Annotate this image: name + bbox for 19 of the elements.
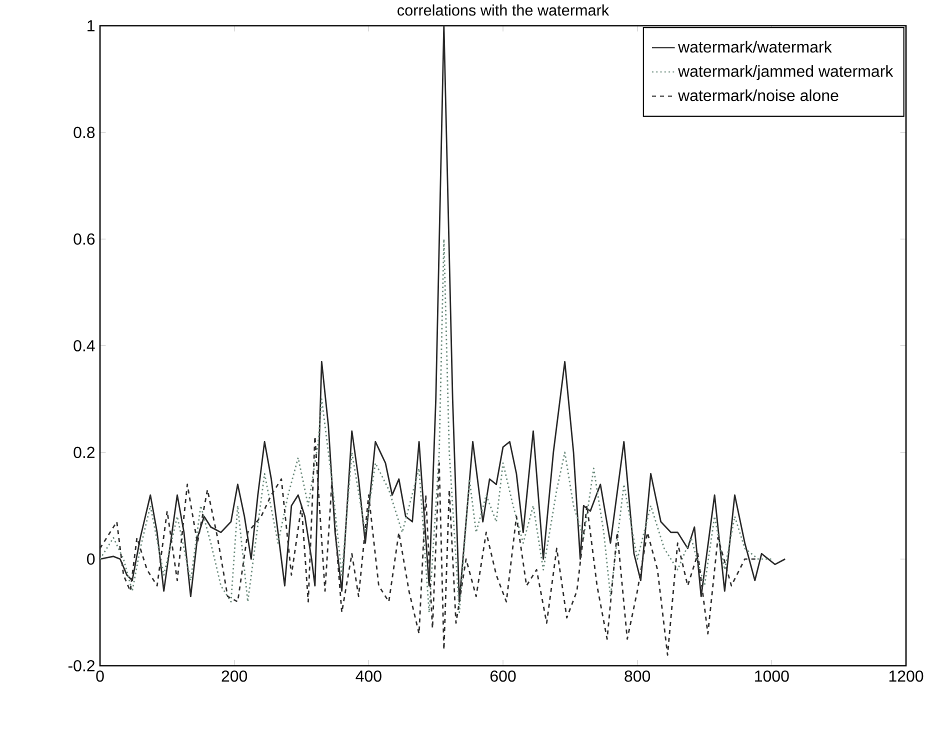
x-tick-label: 1000: [755, 670, 789, 682]
x-tick-label: 800: [624, 670, 650, 682]
legend-label: watermark/noise alone: [678, 90, 838, 102]
line-series: [100, 238, 772, 614]
x-tick-label: 200: [222, 670, 248, 682]
legend-label: watermark/jammed watermark: [678, 65, 894, 80]
y-tick-label: 0.2: [74, 446, 94, 458]
x-tick-label: 600: [490, 670, 516, 682]
x-tick-label: 0: [96, 670, 104, 682]
y-tick-label: 0.8: [74, 126, 95, 138]
y-tick-label: 0.6: [74, 234, 95, 245]
y-tick-label: 1: [88, 20, 95, 32]
y-tick-label: 0.4: [74, 340, 95, 352]
legend-label: watermark/watermark: [678, 41, 832, 53]
y-tick-label: -0.2: [68, 660, 94, 672]
x-tick-label: 400: [356, 670, 382, 682]
x-tick-label: 1200: [889, 670, 924, 682]
chart-title: correlations with the watermark: [398, 4, 610, 16]
y-tick-label: 0: [87, 554, 95, 565]
